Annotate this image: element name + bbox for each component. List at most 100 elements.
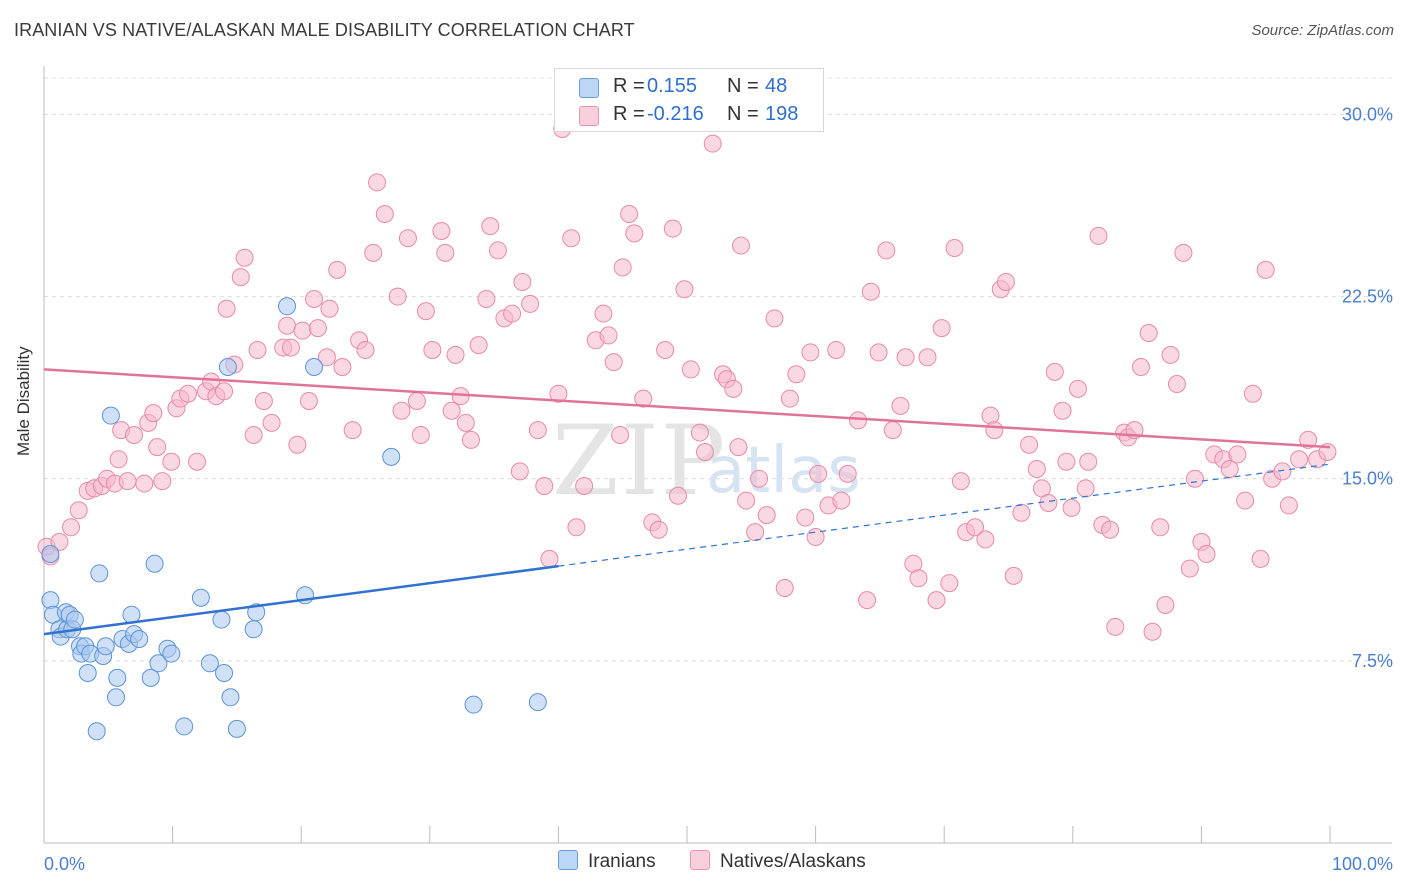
svg-text:ZIP: ZIP	[552, 405, 727, 517]
natives-alaskans-point	[278, 316, 297, 335]
trend-lines	[43, 368, 1331, 636]
natives-alaskans-point	[562, 229, 581, 248]
natives-alaskans-point	[575, 477, 594, 495]
natives-alaskans-point	[838, 464, 857, 483]
natives-alaskans-point	[254, 392, 273, 410]
iranians-point	[107, 688, 126, 707]
iranians-point	[78, 664, 97, 682]
natives-alaskans-point	[656, 341, 675, 359]
natives-alaskans-point	[1039, 494, 1058, 512]
y-tick-label: 15.0%	[1342, 469, 1393, 489]
natives-alaskans-point	[469, 336, 488, 355]
iranians-point	[65, 610, 84, 629]
natives-alaskans-point	[1004, 566, 1023, 585]
natives-alaskans-point	[148, 438, 167, 457]
natives-alaskans-point	[217, 299, 236, 318]
iranians-point	[464, 695, 483, 714]
natives-alaskans-point	[513, 273, 532, 291]
natives-alaskans-point	[932, 319, 951, 338]
natives-alaskans-point	[696, 443, 715, 461]
natives-alaskans-point	[328, 260, 347, 279]
legend-n-label: N =	[727, 75, 759, 97]
x-tick-label: 100.0%	[1332, 854, 1393, 874]
natives-alaskans-point	[604, 353, 623, 372]
natives-alaskans-point	[625, 224, 644, 243]
natives-alaskans-point	[179, 384, 198, 403]
natives-alaskans-point	[442, 401, 461, 420]
natives-alaskans-point	[732, 236, 751, 255]
natives-alaskans-point	[729, 438, 748, 457]
natives-alaskans-point	[1156, 596, 1175, 614]
y-tick-labels: 7.5% 15.0% 22.5% 30.0%	[1342, 104, 1393, 670]
natives-alaskans-point	[1045, 362, 1064, 381]
natives-alaskans-point	[827, 341, 846, 359]
legend-swatch-natives	[579, 106, 599, 126]
natives-alaskans-point	[809, 464, 828, 483]
natives-alaskans-point	[775, 579, 794, 597]
natives-alaskans-point	[861, 282, 880, 301]
natives-alaskans-point	[780, 389, 799, 408]
natives-alaskans-point	[1057, 452, 1076, 471]
natives-alaskans-point	[50, 532, 69, 551]
natives-alaskans-point	[690, 423, 709, 442]
legend-item-iranians[interactable]: Iranians	[558, 850, 656, 873]
natives-alaskans-point	[364, 243, 383, 262]
legend-label-iranians: Iranians	[588, 851, 656, 872]
iranians-point	[149, 654, 168, 673]
natives-alaskans-point	[481, 217, 500, 236]
natives-alaskans-point	[416, 302, 435, 321]
natives-alaskans-point	[317, 348, 336, 367]
natives-alaskans-point	[1151, 518, 1170, 537]
natives-alaskans-point	[1299, 430, 1318, 449]
natives-alaskans-point	[1076, 479, 1095, 498]
y-axis-label: Male Disability	[14, 346, 33, 456]
legend-row-natives: R = -0.216 N = 198	[555, 101, 823, 129]
iranians-point	[101, 406, 120, 425]
x-tick-labels: 0.0% 100.0%	[44, 854, 1393, 874]
natives-alaskans-point	[668, 486, 687, 505]
natives-alaskans-point	[611, 426, 630, 444]
natives-alaskans-point	[461, 430, 480, 449]
iranians-point	[212, 610, 231, 629]
natives-alaskans-point	[388, 287, 407, 306]
natives-alaskans-point	[1062, 498, 1081, 517]
natives-alaskans-point	[832, 491, 851, 510]
iranians-point	[191, 588, 210, 607]
natives-alaskans-point	[940, 574, 959, 593]
natives-alaskans-point	[1290, 450, 1309, 469]
natives-alaskans-point	[1167, 375, 1186, 393]
natives-alaskans-point	[1089, 226, 1108, 245]
legend-n-label: N =	[727, 103, 759, 125]
iranians-point	[87, 722, 106, 741]
iranians-point	[244, 620, 263, 639]
natives-alaskans-point	[333, 358, 352, 376]
natives-alaskans-point	[918, 348, 937, 367]
iranians-point	[141, 668, 160, 687]
iranians-point	[130, 630, 149, 648]
legend-item-natives[interactable]: Natives/Alaskans	[690, 850, 866, 873]
natives-alaskans-point	[521, 294, 540, 313]
natives-alaskans-points	[37, 120, 1337, 641]
natives-alaskans-point	[1279, 496, 1298, 515]
iranians-point	[221, 688, 240, 707]
natives-alaskans-point	[1079, 452, 1098, 471]
natives-alaskans-point	[503, 304, 522, 323]
natives-alaskans-point	[305, 290, 324, 308]
iranians-point	[96, 637, 115, 656]
iranians-point	[528, 693, 547, 712]
natives-alaskans-point	[613, 258, 632, 277]
natives-alaskans-point	[996, 273, 1015, 291]
legend-swatch-natives	[690, 850, 710, 870]
natives-alaskans-point	[594, 304, 613, 323]
natives-alaskans-point	[1161, 345, 1180, 364]
natives-alaskans-point	[144, 404, 163, 423]
natives-alaskans-point	[432, 222, 451, 240]
natives-alaskans-point	[118, 472, 137, 491]
iranians-trend-line	[43, 564, 559, 636]
iranians-point	[90, 564, 109, 583]
natives-alaskans-point	[951, 472, 970, 491]
natives-alaskans-point	[477, 290, 496, 308]
natives-alaskans-point	[109, 450, 128, 469]
natives-alaskans-point	[649, 520, 668, 539]
y-tick-label: 22.5%	[1342, 287, 1393, 307]
